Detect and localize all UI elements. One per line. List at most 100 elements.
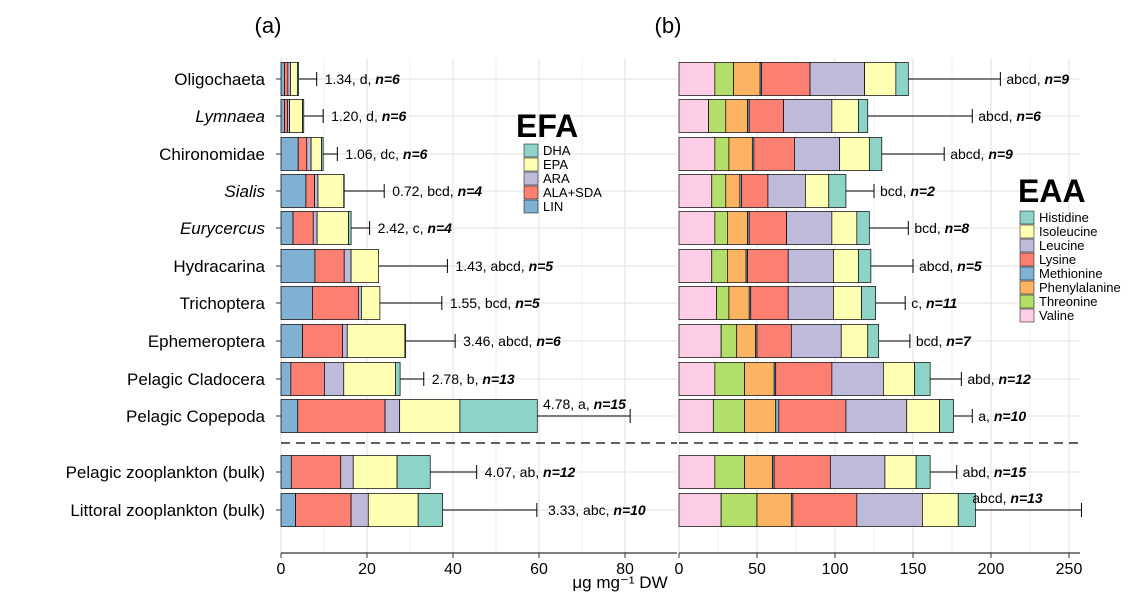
bar-segment-epa bbox=[361, 286, 381, 320]
bar-segment-leucine bbox=[790, 324, 842, 358]
bar-segment-histidine bbox=[861, 286, 876, 320]
bar-segment-threonine bbox=[714, 211, 728, 245]
bar-annotation: abcd, n=6 bbox=[978, 108, 1041, 124]
panel-a: 1.34, d, n=6 1.20, d, n=6 1.06, dc, n=6 0.7… bbox=[255, 13, 677, 578]
x-tick-label: 60 bbox=[530, 561, 548, 578]
category-label: Pelagic Cladocera bbox=[127, 370, 266, 389]
x-tick-label: 100 bbox=[822, 561, 849, 578]
bar-segment-lin bbox=[280, 399, 299, 433]
legend-swatch bbox=[1019, 252, 1035, 267]
bar-segment-lysine bbox=[778, 399, 847, 433]
legend-label: Phenylalanine bbox=[1039, 280, 1121, 295]
bar-annotation: abcd, n=5 bbox=[919, 258, 982, 274]
legend-swatch bbox=[523, 185, 539, 200]
bar-segment-valine bbox=[678, 174, 713, 208]
bar-annotation: 1.43, abcd, n=5 bbox=[455, 258, 553, 274]
x-tick-label: 0 bbox=[277, 561, 286, 578]
bar-segment-lysine bbox=[792, 493, 858, 527]
bar-segment-dha bbox=[302, 99, 305, 133]
bar-segment-epa bbox=[350, 249, 379, 283]
bar-segment-ara bbox=[287, 62, 291, 96]
bar-segment-alasda bbox=[290, 362, 325, 396]
bar-segment-phenylalanine bbox=[744, 399, 777, 433]
bar-segment-leucine bbox=[767, 174, 806, 208]
bar-segment-leucine bbox=[856, 493, 923, 527]
bar-segment-histidine bbox=[895, 62, 909, 96]
bar-segment-leucine bbox=[783, 99, 833, 133]
bar-segment-ara bbox=[306, 137, 312, 171]
x-tick-label: 20 bbox=[358, 561, 376, 578]
bar-segment-lysine bbox=[750, 286, 789, 320]
panel-title: (a) bbox=[255, 13, 282, 38]
bar-segment-histidine bbox=[939, 399, 954, 433]
bar-segment-lin bbox=[280, 174, 307, 208]
bar-segment-ara bbox=[384, 399, 401, 433]
bar-annotation: abd, n=15 bbox=[963, 464, 1027, 480]
bar-segment-isoleucine bbox=[831, 99, 859, 133]
bar-segment-dha bbox=[348, 211, 352, 245]
bar-segment-phenylalanine bbox=[727, 249, 747, 283]
bar-segment-alasda bbox=[292, 211, 314, 245]
legend-label: Leucine bbox=[1039, 238, 1085, 253]
bar-segment-valine bbox=[678, 211, 716, 245]
bar-segment-leucine bbox=[831, 362, 884, 396]
bar-segment-leucine bbox=[787, 249, 834, 283]
bar-segment-lin bbox=[280, 137, 299, 171]
bar-segment-histidine bbox=[957, 493, 976, 527]
bar-annotation: abd, n=12 bbox=[967, 371, 1031, 387]
x-tick-label: 0 bbox=[675, 561, 684, 578]
bar-segment-ara bbox=[358, 286, 362, 320]
bar-segment-threonine bbox=[712, 399, 745, 433]
bar-segment-lin bbox=[280, 62, 285, 96]
bar-annotation: bcd, n=8 bbox=[914, 220, 969, 236]
bar-segment-epa bbox=[352, 455, 398, 489]
x-tick-label: 80 bbox=[616, 561, 634, 578]
bar-segment-phenylalanine bbox=[728, 286, 750, 320]
category-label: Pelagic zooplankton (bulk) bbox=[66, 463, 265, 482]
bar-segment-valine bbox=[678, 137, 716, 171]
legend-label: EPA bbox=[543, 157, 568, 172]
bar-segment-lysine bbox=[748, 99, 784, 133]
legend-swatch bbox=[523, 143, 539, 158]
x-axis-label: μg mg⁻¹ DW bbox=[572, 573, 667, 592]
bar-segment-isoleucine bbox=[833, 286, 862, 320]
bar-segment-phenylalanine bbox=[725, 174, 741, 208]
bar-annotation: bcd, n=2 bbox=[880, 183, 935, 199]
legend-swatch bbox=[1019, 210, 1035, 225]
bar-segment-epa bbox=[316, 211, 349, 245]
bar-segment-valine bbox=[678, 493, 722, 527]
bar-annotation: a, n=10 bbox=[978, 408, 1026, 424]
bar-annotation: 1.20, d, n=6 bbox=[331, 108, 406, 124]
legend-label: Isoleucine bbox=[1039, 224, 1098, 239]
bar-segment-dha bbox=[396, 455, 431, 489]
x-tick-label: 150 bbox=[900, 561, 927, 578]
bar-segment-alasda bbox=[284, 62, 289, 96]
legend-label: Valine bbox=[1039, 308, 1074, 323]
bar-segment-isoleucine bbox=[884, 455, 917, 489]
bar-segment-epa bbox=[346, 324, 406, 358]
bar-segment-isoleucine bbox=[839, 137, 870, 171]
bar-segment-ara bbox=[343, 249, 352, 283]
bar-segment-threonine bbox=[714, 62, 734, 96]
bar-segment-valine bbox=[678, 324, 722, 358]
category-label: Trichoptera bbox=[180, 294, 266, 313]
bar-segment-threonine bbox=[720, 324, 738, 358]
panel-title: (b) bbox=[655, 13, 682, 38]
bar-segment-alasda bbox=[297, 399, 386, 433]
bar-segment-valine bbox=[678, 286, 717, 320]
bar-segment-lysine bbox=[753, 137, 795, 171]
bar-segment-alasda bbox=[305, 174, 315, 208]
bar-segment-alasda bbox=[314, 249, 345, 283]
bar-segment-methionine bbox=[775, 399, 780, 433]
bar-segment-epa bbox=[399, 399, 461, 433]
bar-segment-histidine bbox=[914, 362, 931, 396]
bar-segment-histidine bbox=[856, 211, 870, 245]
bar-segment-dha bbox=[395, 362, 401, 396]
bar-segment-valine bbox=[678, 99, 709, 133]
legend-label: LIN bbox=[543, 199, 563, 214]
bar-segment-phenylalanine bbox=[744, 362, 775, 396]
legend-label: ALA+SDA bbox=[543, 185, 602, 200]
bar-segment-valine bbox=[678, 455, 716, 489]
bar-segment-lysine bbox=[775, 362, 833, 396]
bar-segment-leucine bbox=[787, 286, 834, 320]
